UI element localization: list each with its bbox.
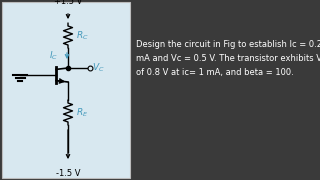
FancyBboxPatch shape [2, 2, 130, 178]
Text: $R_E$: $R_E$ [76, 106, 88, 119]
Text: +1.5 V: +1.5 V [54, 0, 82, 6]
Text: mA and Vc = 0.5 V. The transistor exhibits Vbe: mA and Vc = 0.5 V. The transistor exhibi… [136, 54, 320, 63]
Text: $I_C$: $I_C$ [49, 50, 58, 62]
Text: $R_C$: $R_C$ [76, 29, 89, 42]
Text: Design the circuit in Fig to establish Ic = 0.2: Design the circuit in Fig to establish I… [136, 40, 320, 49]
Text: of 0.8 V at ic= 1 mA, and beta = 100.: of 0.8 V at ic= 1 mA, and beta = 100. [136, 68, 294, 77]
Text: $V_C$: $V_C$ [92, 62, 105, 74]
Text: -1.5 V: -1.5 V [56, 169, 80, 178]
